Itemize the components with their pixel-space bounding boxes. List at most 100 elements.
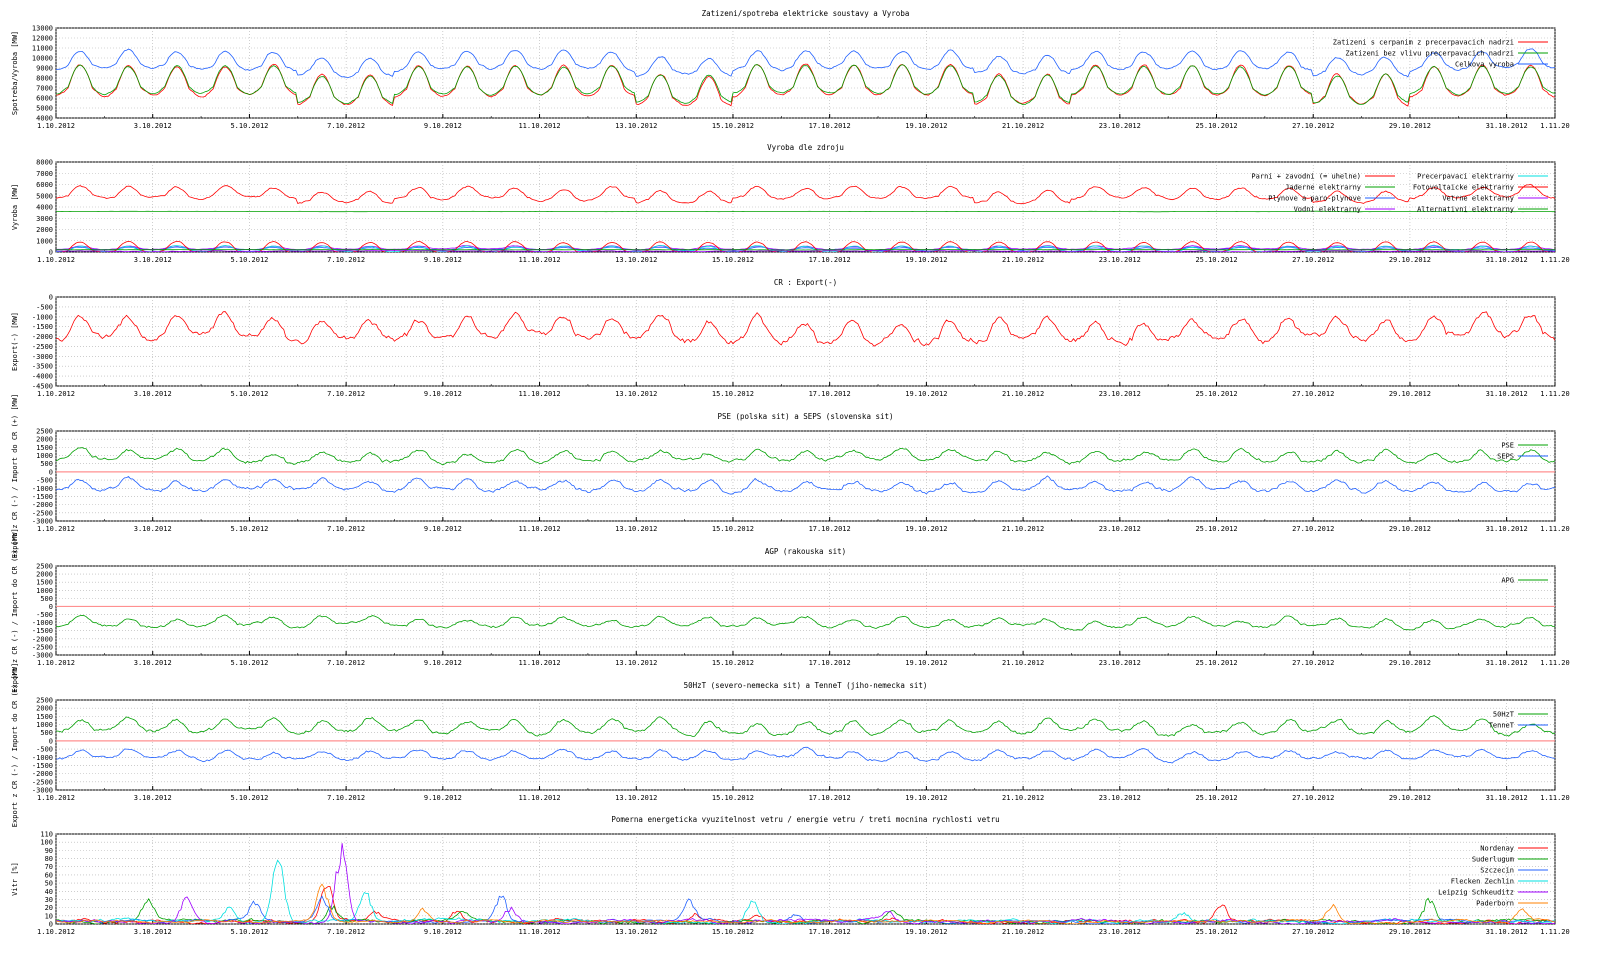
legend-label: Suderlugum <box>1472 856 1514 864</box>
x-tick-label: 5.10.2012 <box>230 122 268 130</box>
x-tick-label: 17.10.2012 <box>809 122 851 130</box>
x-tick-label: 5.10.2012 <box>230 256 268 264</box>
x-tick-label: 1.11.20 <box>1540 390 1570 398</box>
chart-title: PSE (polska sit) a SEPS (slovenska sit) <box>717 412 893 421</box>
x-tick-label: 7.10.2012 <box>327 256 365 264</box>
x-tick-label: 13.10.2012 <box>615 794 657 802</box>
y-tick-label: 60 <box>45 871 53 879</box>
x-tick-label: 9.10.2012 <box>424 659 462 667</box>
legend-label: SEPS <box>1497 453 1514 461</box>
x-tick-label: 23.10.2012 <box>1099 525 1141 533</box>
x-tick-label: 25.10.2012 <box>1195 122 1237 130</box>
x-tick-label: 21.10.2012 <box>1002 390 1044 398</box>
legend-label: Precerpavaci elektrarny <box>1417 173 1514 181</box>
x-tick-label: 29.10.2012 <box>1389 525 1431 533</box>
x-tick-label: 21.10.2012 <box>1002 794 1044 802</box>
x-tick-label: 9.10.2012 <box>424 256 462 264</box>
x-tick-label: 27.10.2012 <box>1292 390 1334 398</box>
legend-label: Celkova vyroba <box>1455 61 1514 69</box>
y-tick-label: 90 <box>45 847 53 855</box>
y-tick-label: -500 <box>36 477 53 485</box>
y-tick-label: 1500 <box>36 444 53 452</box>
y-tick-label: 2000 <box>36 705 53 713</box>
x-tick-label: 1.11.20 <box>1540 928 1570 936</box>
y-tick-label: 0 <box>49 603 53 611</box>
x-tick-label: 29.10.2012 <box>1389 122 1431 130</box>
y-tick-label: 9000 <box>36 65 53 73</box>
x-tick-label: 11.10.2012 <box>518 122 560 130</box>
x-tick-label: 7.10.2012 <box>327 390 365 398</box>
y-tick-label: 7000 <box>36 170 53 178</box>
y-tick-label: 6000 <box>36 95 53 103</box>
y-tick-label: 2500 <box>36 697 53 705</box>
series-line-alternativni-elektrarny <box>56 249 1555 251</box>
x-tick-label: 5.10.2012 <box>230 794 268 802</box>
x-tick-label: 19.10.2012 <box>905 794 947 802</box>
chart-title: Zatizeni/spotreba elektricke soustavy a … <box>702 9 910 18</box>
y-tick-label: 2000 <box>36 571 53 579</box>
y-tick-label: 2500 <box>36 563 53 571</box>
y-tick-label: -1000 <box>32 754 53 762</box>
series-line-zatizeni-bez-vlivu-precerpavacich-nadrzi <box>56 64 1555 106</box>
y-tick-label: 4000 <box>36 204 53 212</box>
series-line-leipzig-schkeuditz <box>56 843 1555 924</box>
series-line-seps <box>56 475 1555 495</box>
chart-panel-6: Pomerna energeticka vyuzitelnost vetru /… <box>11 815 1570 936</box>
x-tick-label: 11.10.2012 <box>518 794 560 802</box>
x-tick-label: 19.10.2012 <box>905 659 947 667</box>
x-tick-label: 27.10.2012 <box>1292 659 1334 667</box>
legend-label: Vodni elektrarny <box>1294 206 1361 214</box>
x-tick-label: 7.10.2012 <box>327 659 365 667</box>
x-tick-label: 15.10.2012 <box>712 525 754 533</box>
x-tick-label: 25.10.2012 <box>1195 659 1237 667</box>
x-tick-label: 29.10.2012 <box>1389 659 1431 667</box>
x-tick-label: 21.10.2012 <box>1002 122 1044 130</box>
x-tick-label: 1.11.20 <box>1540 794 1570 802</box>
x-tick-label: 13.10.2012 <box>615 122 657 130</box>
y-tick-label: 12000 <box>32 35 53 43</box>
legend-label: PSE <box>1501 442 1514 450</box>
y-tick-label: -3000 <box>32 353 53 361</box>
y-tick-label: -2500 <box>32 343 53 351</box>
x-tick-label: 25.10.2012 <box>1195 256 1237 264</box>
y-axis-label: Export(-) [MW] <box>11 312 19 371</box>
x-tick-label: 19.10.2012 <box>905 525 947 533</box>
x-tick-label: 31.10.2012 <box>1486 122 1528 130</box>
x-tick-label: 1.11.20 <box>1540 659 1570 667</box>
y-tick-label: 0 <box>49 921 53 929</box>
x-tick-label: 15.10.2012 <box>712 928 754 936</box>
x-tick-label: 27.10.2012 <box>1292 794 1334 802</box>
y-tick-label: -1500 <box>32 762 53 770</box>
y-tick-label: 4000 <box>36 115 53 123</box>
x-tick-label: 27.10.2012 <box>1292 122 1334 130</box>
x-tick-label: 31.10.2012 <box>1486 525 1528 533</box>
y-tick-label: 8000 <box>36 75 53 83</box>
y-tick-label: 10000 <box>32 55 53 63</box>
y-tick-label: 2500 <box>36 428 53 436</box>
chart-title: CR : Export(-) <box>774 278 837 287</box>
legend-label: APG <box>1501 577 1514 585</box>
y-tick-label: 100 <box>40 839 53 847</box>
y-tick-label: -500 <box>36 746 53 754</box>
x-tick-label: 27.10.2012 <box>1292 256 1334 264</box>
y-tick-label: 0 <box>49 737 53 745</box>
x-tick-label: 29.10.2012 <box>1389 928 1431 936</box>
x-tick-label: 13.10.2012 <box>615 659 657 667</box>
x-tick-label: 29.10.2012 <box>1389 794 1431 802</box>
x-tick-label: 23.10.2012 <box>1099 928 1141 936</box>
chart-panel-3: PSE (polska sit) a SEPS (slovenska sit) -… <box>11 394 1570 558</box>
y-tick-label: 50 <box>45 880 53 888</box>
x-tick-label: 13.10.2012 <box>615 256 657 264</box>
plot-frame <box>55 27 1556 119</box>
y-tick-label: 30 <box>45 896 53 904</box>
y-tick-label: -2000 <box>32 333 53 341</box>
y-tick-label: 0 <box>49 294 53 302</box>
legend-label: Plynove a paro-plynove <box>1268 195 1361 203</box>
chart-panel-0: Zatizeni/spotreba elektricke soustavy a … <box>11 9 1570 130</box>
x-tick-label: 21.10.2012 <box>1002 659 1044 667</box>
x-tick-label: 29.10.2012 <box>1389 256 1431 264</box>
y-tick-label: 11000 <box>32 45 53 53</box>
x-tick-label: 1.10.2012 <box>37 794 75 802</box>
x-tick-label: 31.10.2012 <box>1486 794 1528 802</box>
x-tick-label: 23.10.2012 <box>1099 122 1141 130</box>
